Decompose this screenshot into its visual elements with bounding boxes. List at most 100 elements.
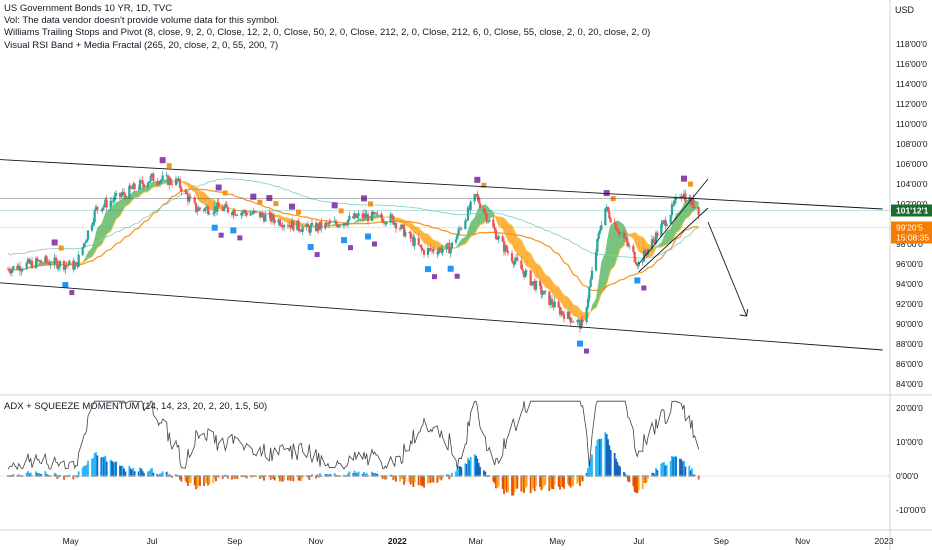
momentum-bar [561, 476, 564, 488]
osc-tick: -10'00'0 [896, 505, 926, 515]
squeeze-dot [132, 475, 135, 477]
candle-body [30, 260, 34, 269]
momentum-bar [468, 460, 471, 476]
squeeze-dot [633, 475, 636, 477]
momentum-bar [688, 465, 691, 476]
candle-body [510, 253, 514, 262]
squeeze-dot [196, 475, 199, 477]
momentum-bar [156, 474, 159, 476]
momentum-bar [113, 461, 116, 476]
candle-body [318, 221, 322, 230]
indicator-rsi-band[interactable]: Visual RSI Band + Media Fractal (265, 20… [4, 39, 279, 51]
squeeze-dot [249, 475, 252, 477]
momentum-bar [204, 476, 207, 484]
squeeze-dot [67, 475, 69, 477]
squeeze-dot [187, 475, 189, 477]
squeeze-dot [373, 475, 376, 477]
squeeze-dot [57, 475, 60, 477]
momentum-bar [427, 476, 429, 484]
candle-body [438, 247, 442, 251]
momentum-bar [572, 476, 575, 486]
squeeze-dot [464, 475, 467, 477]
momentum-bar [84, 465, 87, 476]
squeeze-dot [319, 475, 321, 477]
oscillator-title[interactable]: ADX + SQUEEZE MOMENTUM (14, 14, 23, 20, … [4, 401, 268, 412]
candle-body [426, 248, 430, 255]
momentum-bar [85, 464, 88, 476]
squeeze-dot [477, 475, 480, 477]
squeeze-dot [680, 475, 683, 477]
wedge-lower-line [638, 207, 709, 273]
candle-body [389, 214, 392, 223]
symbol-title[interactable]: US Government Bonds 10 YR, 1D, TVC [4, 3, 173, 14]
candle-body [604, 208, 607, 226]
squeeze-dot [115, 475, 117, 477]
squeeze-dot [445, 475, 448, 477]
momentum-bar [159, 473, 161, 476]
candle-body [605, 206, 608, 209]
squeeze-dot [311, 475, 313, 477]
candle-body [469, 201, 472, 210]
squeeze-dot [131, 475, 133, 477]
indicator-williams[interactable]: Williams Trailing Stops and Pivot (8, cl… [4, 27, 651, 39]
squeeze-dot [40, 475, 43, 477]
squeeze-dot [212, 475, 215, 477]
candle-body [38, 260, 42, 263]
axes: 118'00'0 116'00'0 114'00'0 112'00'0 110'00'0… [63, 39, 932, 546]
candle-body [301, 227, 304, 232]
squeeze-dot [432, 475, 435, 477]
squeeze-dot [353, 475, 356, 477]
chart-legend: US Government Bonds 10 YR, 1D, TVC Vol: … [4, 3, 650, 52]
squeeze-dot [468, 475, 471, 477]
momentum-bar [553, 476, 556, 485]
candle-body [129, 185, 132, 189]
squeeze-dot [56, 475, 59, 477]
candle-body [76, 262, 79, 267]
price-tick: 108'00'0 [896, 139, 928, 149]
squeeze-dot [615, 475, 617, 477]
squeeze-dot [245, 475, 248, 477]
squeeze-dot [608, 475, 611, 477]
momentum-bar [515, 476, 517, 489]
momentum-bar [535, 476, 537, 486]
momentum-bar [283, 476, 285, 481]
squeeze-dot [671, 475, 673, 477]
squeeze-dot [37, 475, 40, 477]
squeeze-dot [663, 475, 665, 477]
price-tick: 102'00'0 [896, 199, 928, 209]
squeeze-dot [85, 475, 88, 477]
candle-body [62, 260, 66, 270]
squeeze-dot [343, 475, 345, 477]
squeeze-dot [428, 475, 431, 477]
squeeze-dot [84, 475, 87, 477]
momentum-bar [215, 476, 217, 482]
squeeze-dot [111, 475, 113, 477]
ma-50-line [7, 188, 699, 292]
squeeze-dot [77, 475, 80, 477]
momentum-bar [196, 476, 199, 488]
squeeze-dot [609, 475, 612, 477]
momentum-bar [364, 474, 367, 476]
squeeze-dot [675, 475, 677, 477]
squeeze-dot [691, 475, 693, 477]
candle-body [465, 220, 468, 222]
candle-body [334, 220, 338, 224]
squeeze-dot [431, 475, 433, 477]
momentum-bar [600, 438, 603, 476]
momentum-bar [588, 462, 591, 476]
squeeze-dot [175, 475, 177, 477]
squeeze-dot [684, 475, 687, 477]
squeeze-dot [29, 475, 32, 477]
candle-body [46, 261, 50, 263]
momentum-bar [112, 462, 115, 476]
squeeze-dot [103, 475, 105, 477]
squeeze-dot [440, 475, 443, 477]
candle-body [412, 236, 415, 246]
squeeze-dot [141, 475, 144, 477]
squeeze-dot [540, 475, 543, 477]
pivot-low-marker [365, 233, 371, 240]
momentum-bar [437, 476, 440, 481]
candle-body [532, 281, 535, 282]
momentum-bar [119, 465, 121, 476]
